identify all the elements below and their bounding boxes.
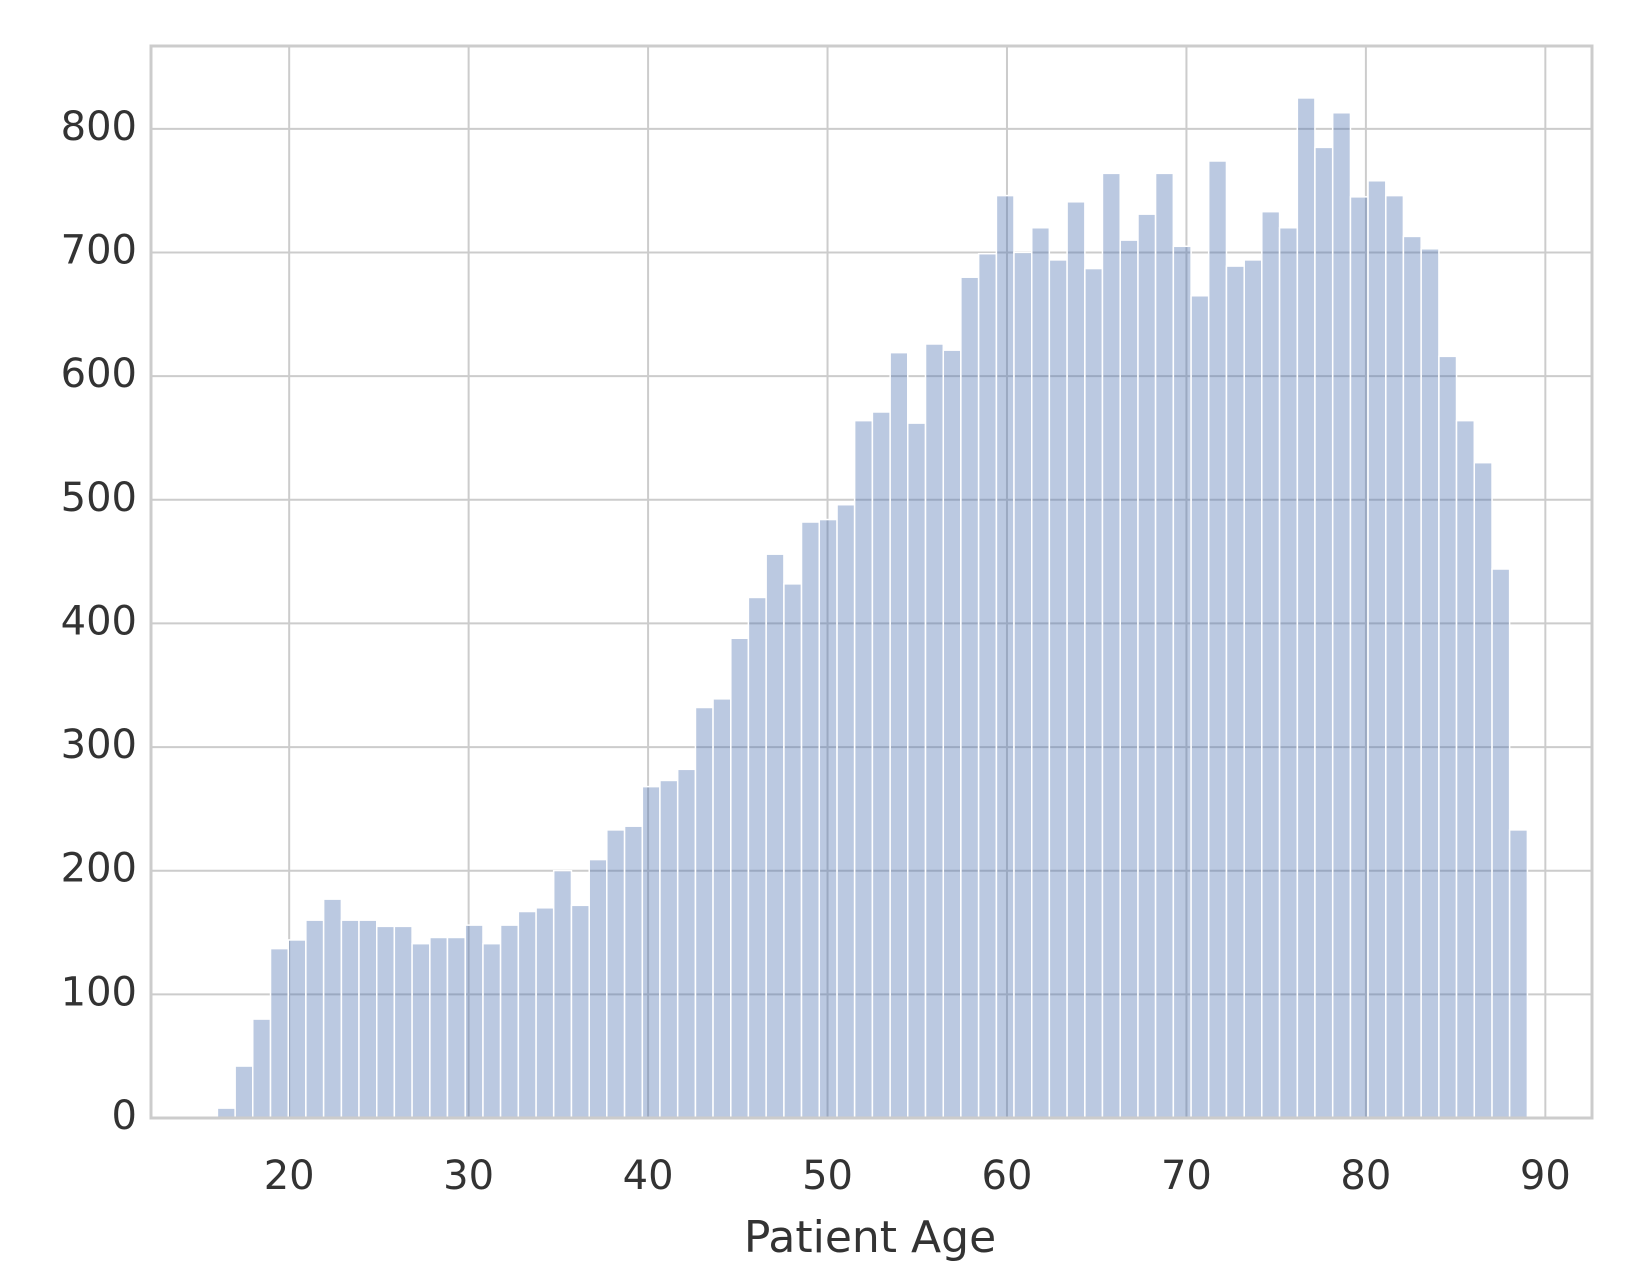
x-tick-label: 40 <box>623 1153 674 1199</box>
bar <box>358 919 378 1119</box>
bar <box>322 898 343 1119</box>
bar <box>376 925 396 1119</box>
bar <box>429 936 449 1119</box>
bar <box>411 942 431 1119</box>
bar <box>1013 251 1033 1119</box>
bar <box>1101 172 1121 1119</box>
y-tick-label: 500 <box>61 475 137 521</box>
bar <box>305 919 325 1119</box>
bar <box>783 583 803 1119</box>
bar <box>1438 355 1458 1119</box>
bar <box>1048 259 1068 1119</box>
bar <box>1119 239 1139 1119</box>
bar <box>1225 265 1245 1119</box>
bar <box>1314 146 1334 1119</box>
bar <box>730 637 750 1119</box>
bar <box>1367 180 1387 1119</box>
bar <box>1331 112 1352 1119</box>
bar <box>1473 461 1493 1119</box>
bar <box>393 925 413 1119</box>
bar <box>747 596 767 1119</box>
y-tick-label: 100 <box>61 969 137 1015</box>
bar <box>1296 97 1316 1119</box>
bar <box>269 947 290 1119</box>
y-tick-label: 800 <box>61 104 137 150</box>
y-tick-label: 700 <box>61 227 137 273</box>
bar <box>1137 213 1157 1119</box>
x-tick-label: 20 <box>264 1153 315 1199</box>
bar <box>1349 196 1369 1119</box>
bar <box>1243 259 1263 1119</box>
bar <box>924 343 945 1119</box>
bar <box>960 276 980 1119</box>
x-axis-label: Patient Age <box>744 1212 996 1263</box>
bar <box>906 422 927 1119</box>
bar <box>1207 160 1228 1119</box>
bar <box>552 869 573 1119</box>
bar <box>464 924 484 1119</box>
bar <box>1031 227 1051 1119</box>
x-tick-label: 30 <box>443 1153 494 1199</box>
bar <box>1261 210 1281 1119</box>
bar <box>694 706 714 1119</box>
bar <box>1385 194 1405 1119</box>
bar <box>1402 235 1422 1119</box>
bar <box>942 349 962 1119</box>
y-tick-label: 600 <box>61 351 137 397</box>
x-tick-label: 70 <box>1161 1153 1212 1199</box>
bar <box>446 936 466 1119</box>
bar <box>570 904 590 1119</box>
bar <box>1508 829 1529 1119</box>
bar <box>889 351 909 1119</box>
bar <box>499 924 520 1119</box>
bar <box>535 907 555 1119</box>
bar <box>251 1018 272 1119</box>
bar <box>1491 568 1511 1119</box>
bar <box>836 503 856 1119</box>
x-tick-label: 60 <box>982 1153 1033 1199</box>
bar <box>853 419 874 1119</box>
plot-frame <box>149 44 1594 1120</box>
x-tick-label: 90 <box>1520 1153 1571 1199</box>
bar <box>765 553 785 1119</box>
bar <box>517 910 537 1119</box>
bar <box>234 1065 254 1119</box>
bar <box>1084 267 1104 1119</box>
bar <box>818 518 838 1119</box>
bar <box>1066 201 1086 1119</box>
bar <box>482 942 502 1119</box>
x-tick-label: 80 <box>1340 1153 1391 1199</box>
x-tick-label: 50 <box>802 1153 853 1199</box>
bar <box>1172 245 1192 1119</box>
bar <box>340 919 360 1119</box>
bar <box>995 194 1015 1119</box>
bar <box>1190 295 1210 1119</box>
y-tick-label: 200 <box>61 846 137 892</box>
bar <box>1455 419 1476 1119</box>
bar <box>1154 172 1175 1119</box>
bar <box>712 698 732 1119</box>
y-tick-label: 0 <box>112 1093 137 1139</box>
bar <box>659 779 679 1119</box>
bar <box>1278 227 1299 1119</box>
y-tick-label: 400 <box>61 598 137 644</box>
bar <box>800 521 821 1119</box>
y-tick-label: 300 <box>61 722 137 768</box>
bar <box>588 858 608 1119</box>
bar <box>606 829 626 1119</box>
bar <box>623 825 644 1119</box>
bar <box>287 939 307 1119</box>
bar <box>641 785 661 1119</box>
bar <box>1420 248 1440 1119</box>
bar <box>977 252 998 1119</box>
bar <box>871 411 891 1119</box>
bar <box>676 768 697 1119</box>
